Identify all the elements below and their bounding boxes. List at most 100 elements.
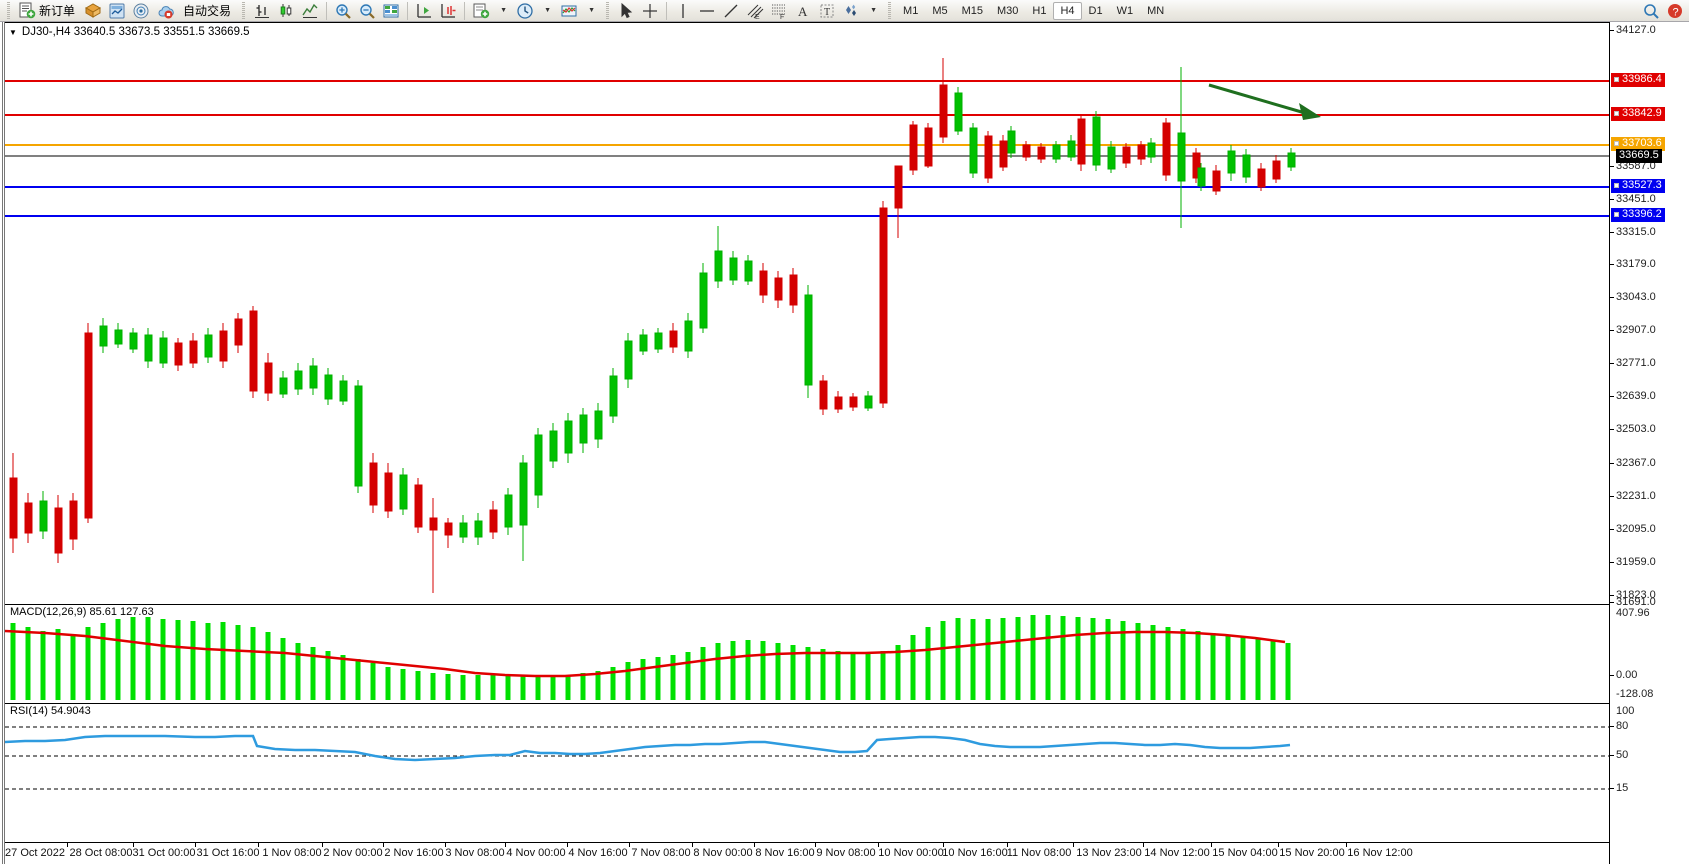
time-label: 28 Oct 08:00 [69,847,133,859]
timeframe-m1[interactable]: M1 [903,4,919,17]
data-window-icon [109,3,125,18]
timeframe-mn[interactable]: MN [1147,4,1165,17]
period-button[interactable] [513,1,537,21]
horizontal-line-button[interactable] [695,1,719,21]
templates-button[interactable] [469,1,493,21]
bar-chart-button[interactable] [250,1,274,21]
resistance-level-upper-tag[interactable]: 33986.4 [1611,73,1665,87]
indicators-dropdown[interactable]: ▼ [581,1,601,21]
support-level-upper-tag[interactable]: 33527.3 [1611,179,1665,193]
macd-scale-min: -128.08 [1616,688,1654,700]
terminal-button[interactable] [153,1,177,21]
period-dropdown[interactable]: ▼ [537,1,557,21]
search-icon [1644,3,1659,19]
time-label: 8 Nov 16:00 [755,847,815,859]
navigator-button[interactable] [129,1,153,21]
auto-trading-button[interactable]: 自动交易 [177,1,237,21]
price-tick: 31959.0 [1616,556,1656,568]
chart-menu-caret-icon[interactable]: ▼ [9,27,17,37]
timeframe-h1[interactable]: H1 [1032,4,1047,17]
time-label: 9 Nov 08:00 [816,847,876,859]
down-arrow-annotation[interactable] [1208,83,1321,120]
price-tick: 33587.0 [1616,160,1656,172]
timeframe-d1[interactable]: D1 [1088,4,1103,17]
price-tick: 32771.0 [1616,357,1656,369]
candlestick-chart-button[interactable] [274,1,298,21]
macd-pane[interactable]: MACD(12,26,9) 85.61 127.63 [5,604,1609,700]
time-label: 14 Nov 12:00 [1144,847,1210,859]
toolbar-grip-2[interactable] [240,1,248,20]
time-label: 31 Oct 00:00 [132,847,196,859]
toolbar-grip-4[interactable] [886,1,894,20]
main-toolbar: 新订单 [0,0,1689,22]
timeframe-w1[interactable]: W1 [1116,4,1134,17]
chart-shift-end-button[interactable] [436,1,460,21]
indicators-icon [561,5,577,16]
rsi-pane[interactable]: RSI(14) 54.9043 [5,703,1609,842]
toolbar-grip[interactable] [5,1,12,20]
price-tick: 32367.0 [1616,457,1656,469]
macd-label: MACD(12,26,9) 85.61 127.63 [10,606,154,618]
search-button[interactable] [1639,1,1663,21]
toolbar-grip-3[interactable] [604,1,612,20]
new-order-button[interactable]: 新订单 [15,1,81,21]
horizontal-line-icon [700,9,715,12]
macd-histogram [10,615,1291,700]
time-label: 16 Nov 12:00 [1347,847,1413,859]
chevron-down-icon: ▼ [870,7,877,14]
crosshair-button[interactable] [638,1,662,21]
help-button[interactable]: ? [1663,1,1687,21]
time-label: 1 Nov 08:00 [262,847,322,859]
price-tick: 34127.0 [1616,24,1656,36]
timeframe-m5[interactable]: M5 [932,4,948,17]
svg-text:T: T [824,7,830,18]
pivot-level-tag[interactable]: 33703.6 [1611,137,1665,151]
text-label-button[interactable]: T [815,1,839,21]
templates-dropdown[interactable]: ▼ [493,1,513,21]
line-chart-button[interactable] [298,1,322,21]
timeframe-h4[interactable]: H4 [1053,1,1082,20]
indicators-button[interactable] [557,1,581,21]
rsi-scale-100: 100 [1616,705,1635,717]
vertical-line-button[interactable] [671,1,695,21]
price-tick: 31823.0 [1616,589,1656,601]
help-icon: ? [1668,3,1682,18]
timeframe-m30[interactable]: M30 [997,4,1019,17]
shapes-dropdown[interactable]: ▼ [863,1,883,21]
price-chart-svg [5,58,1609,593]
time-axis[interactable]: 27 Oct 2022 28 Oct 08:00 31 Oct 00:00 31… [5,842,1609,864]
resistance-level-lower-tag[interactable]: 33842.9 [1611,107,1665,121]
time-label: 4 Nov 00:00 [506,847,566,859]
chart-frame: ▼ DJ30-,H4 33640.5 33673.5 33551.5 33669… [2,22,1689,864]
rsi-scale-80: 80 [1616,720,1629,732]
price-tick: 32231.0 [1616,490,1656,502]
expert-advisor-button[interactable] [81,1,105,21]
data-grid-button[interactable] [379,1,403,21]
navigator-icon [133,3,149,18]
trendline-button[interactable] [719,1,743,21]
auto-scroll-button[interactable] [412,1,436,21]
macd-scale-zero: 0.00 [1616,669,1638,681]
support-level-lower-tag[interactable]: 33396.2 [1611,208,1665,222]
macd-svg [5,615,1291,700]
price-pane[interactable] [5,22,1609,602]
equidistant-channel-button[interactable]: E [743,1,767,21]
zoom-in-button[interactable] [331,1,355,21]
fibonacci-button[interactable]: F [767,1,791,21]
cursor-button[interactable] [614,1,638,21]
zoom-out-button[interactable] [355,1,379,21]
time-label: 13 Nov 23:00 [1076,847,1142,859]
data-window-button[interactable] [105,1,129,21]
shapes-button[interactable] [839,1,863,21]
candlestick-chart-icon [280,3,292,17]
crosshair-icon [643,3,658,18]
chart-title: DJ30-,H4 33640.5 33673.5 33551.5 33669.5 [21,26,250,38]
price-tick: 32503.0 [1616,423,1656,435]
chart-window[interactable]: ▼ DJ30-,H4 33640.5 33673.5 33551.5 33669… [0,22,1689,864]
time-label: 2 Nov 16:00 [384,847,444,859]
text-button[interactable]: A [791,1,815,21]
svg-text:E: E [755,14,760,20]
timeframe-m15[interactable]: M15 [961,4,983,17]
price-axis[interactable]: 34127.0 33587.0 33451.0 33315.0 33179.0 … [1609,22,1689,864]
time-label: 15 Nov 04:00 [1212,847,1278,859]
